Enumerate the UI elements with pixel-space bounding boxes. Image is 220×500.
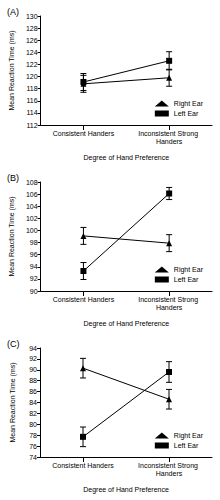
svg-text:78: 78 (29, 432, 37, 439)
svg-text:92: 92 (30, 275, 38, 282)
svg-text:Left Ear: Left Ear (174, 110, 199, 117)
svg-text:126: 126 (26, 37, 38, 44)
svg-text:92: 92 (29, 355, 37, 362)
svg-text:Inconsistent Strong: Inconsistent Strong (138, 462, 200, 470)
svg-text:116: 116 (26, 97, 37, 104)
svg-text:94: 94 (30, 263, 38, 270)
svg-text:Consistent Handers: Consistent Handers (53, 130, 115, 137)
svg-text:130: 130 (26, 13, 38, 20)
svg-text:108: 108 (26, 179, 38, 186)
svg-text:Handers: Handers (156, 138, 183, 145)
svg-text:Handers: Handers (156, 304, 183, 311)
svg-text:74: 74 (29, 454, 37, 461)
svg-text:Right Ear: Right Ear (174, 266, 204, 274)
svg-text:Consistent Handers: Consistent Handers (52, 462, 114, 469)
svg-text:102: 102 (26, 215, 38, 222)
svg-text:Right Ear: Right Ear (174, 432, 204, 440)
svg-text:Inconsistent Strong: Inconsistent Strong (138, 130, 200, 138)
svg-text:112: 112 (26, 122, 37, 129)
svg-text:90: 90 (29, 366, 37, 373)
svg-text:Mean Reaction Time (ms): Mean Reaction Time (ms) (9, 362, 17, 442)
svg-text:100: 100 (26, 227, 38, 234)
svg-text:94: 94 (29, 345, 37, 352)
svg-text:(A): (A) (7, 7, 19, 17)
svg-text:106: 106 (26, 191, 38, 198)
svg-text:Left Ear: Left Ear (174, 276, 199, 283)
svg-text:Mean Reaction Time (ms): Mean Reaction Time (ms) (8, 196, 16, 276)
svg-text:Degree of Hand Preference: Degree of Hand Preference (83, 486, 169, 494)
svg-text:Inconsistent Strong: Inconsistent Strong (138, 296, 200, 304)
svg-text:118: 118 (26, 85, 37, 92)
svg-text:114: 114 (26, 109, 37, 116)
svg-text:Mean Reaction Time (ms): Mean Reaction Time (ms) (8, 30, 16, 110)
svg-text:86: 86 (29, 388, 37, 395)
svg-text:(B): (B) (7, 173, 19, 183)
svg-text:88: 88 (29, 377, 37, 384)
svg-text:Handers: Handers (156, 470, 183, 477)
svg-text:Degree of Hand Preference: Degree of Hand Preference (83, 320, 169, 328)
svg-text:76: 76 (29, 443, 37, 450)
svg-text:122: 122 (26, 61, 38, 68)
svg-text:128: 128 (26, 25, 38, 32)
svg-text:120: 120 (26, 73, 38, 80)
svg-text:Consistent Handers: Consistent Handers (53, 296, 115, 303)
svg-text:Degree of Hand Preference: Degree of Hand Preference (83, 154, 169, 162)
svg-text:124: 124 (26, 49, 38, 56)
svg-text:84: 84 (29, 399, 37, 406)
svg-text:Right Ear: Right Ear (174, 100, 204, 108)
svg-text:98: 98 (30, 239, 38, 246)
svg-text:96: 96 (30, 251, 38, 258)
svg-text:82: 82 (29, 410, 37, 417)
svg-text:80: 80 (29, 421, 37, 428)
svg-text:104: 104 (26, 203, 38, 210)
svg-text:(C): (C) (7, 339, 20, 349)
svg-text:90: 90 (30, 288, 38, 295)
svg-text:Left Ear: Left Ear (174, 442, 199, 449)
